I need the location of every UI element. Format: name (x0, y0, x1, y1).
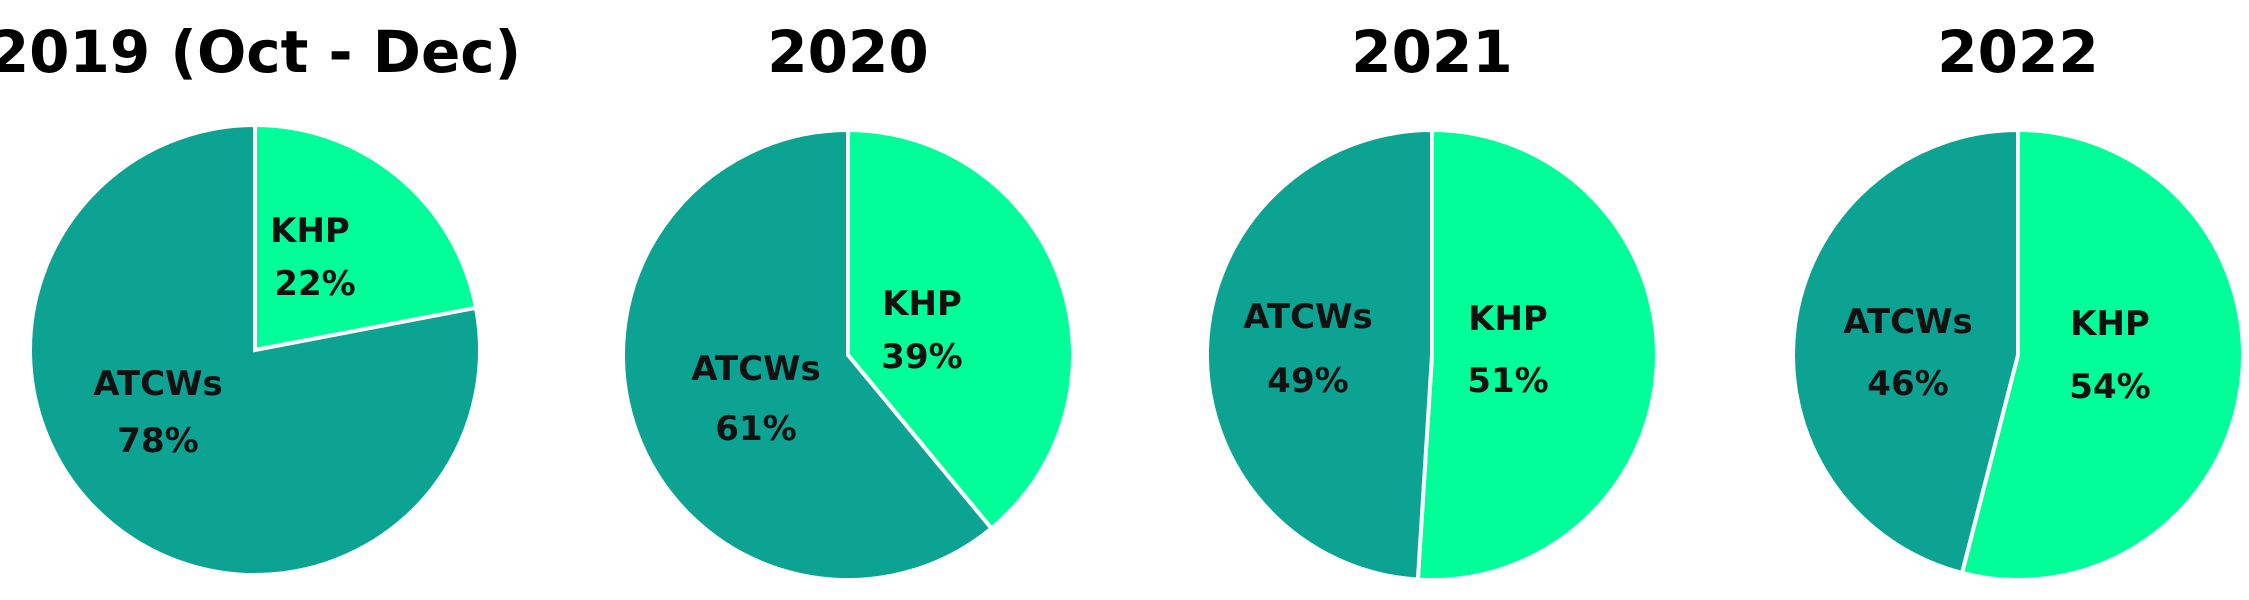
pie-slice-atcws (1791, 127, 2020, 576)
slice-percent-atcws: 78% (117, 421, 198, 461)
slice-label-atcws: ATCWs (691, 349, 821, 389)
slice-percent-khp: 39% (881, 337, 962, 377)
slice-percent-atcws: 61% (715, 409, 796, 449)
slice-label-atcws: ATCWs (1243, 297, 1373, 337)
slice-label-atcws: ATCWs (1843, 302, 1973, 342)
chart-title: 2019 (Oct - Dec) (0, 18, 521, 86)
pie-slice-atcws (1204, 127, 1434, 582)
chart-title: 2020 (767, 18, 928, 86)
pie-slice-khp (1959, 127, 2245, 582)
pie-slice-atcws (28, 122, 482, 577)
slice-label-khp: KHP (1468, 299, 1548, 339)
slice-percent-atcws: 49% (1267, 361, 1348, 401)
slice-percent-khp: 51% (1467, 361, 1548, 401)
pie-chart-2019: 2019 (Oct - Dec) KHP 22% ATCWs 78% (0, 18, 521, 577)
pie-slice-khp (253, 122, 479, 353)
slice-percent-atcws: 46% (1867, 364, 1948, 404)
slice-label-khp: KHP (2070, 304, 2150, 344)
pie-slice-khp (1415, 127, 1659, 582)
slice-percent-khp: 22% (274, 264, 355, 304)
pie-chart-2022: 2022 KHP 54% ATCWs 46% (1791, 18, 2245, 582)
pie-slice-atcws (621, 127, 995, 582)
slice-label-atcws: ATCWs (93, 364, 223, 404)
slice-percent-khp: 54% (2069, 367, 2150, 407)
slice-label-khp: KHP (882, 284, 962, 324)
slice-label-khp: KHP (270, 211, 350, 251)
pie-chart-2021: 2021 KHP 51% ATCWs 49% (1204, 18, 1659, 582)
chart-title: 2022 (1937, 18, 2098, 86)
chart-title: 2021 (1351, 18, 1512, 86)
pie-chart-2020: 2020 KHP 39% ATCWs 61% (621, 18, 1075, 582)
pie-slice-khp (846, 127, 1075, 532)
